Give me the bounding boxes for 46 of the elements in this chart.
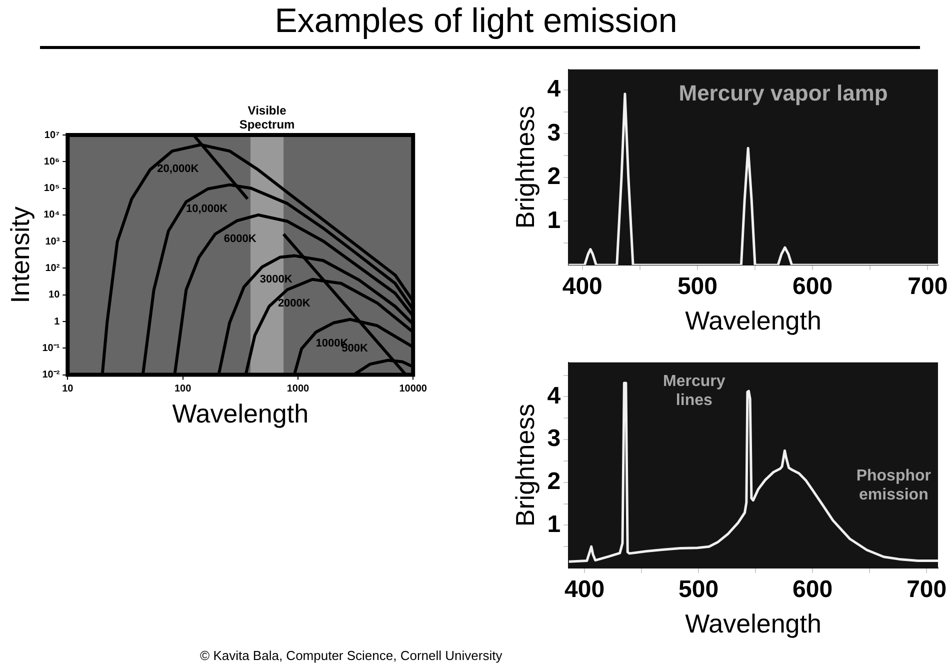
annotation: Mercury lines xyxy=(663,373,726,410)
text: © Kavita Bala, Computer Science, Cornell University xyxy=(200,648,502,663)
series-label: 10,000K xyxy=(186,202,228,215)
band-label: Visible Spectrum xyxy=(239,103,295,132)
x-tick-label: 100 xyxy=(174,384,192,395)
x-tick-label: 500 xyxy=(677,273,718,300)
x-tick-label: 10 xyxy=(62,384,74,395)
y-tick-label: 3 xyxy=(547,119,561,146)
y-tick-label: 2 xyxy=(547,468,561,495)
x-tick-label: 700 xyxy=(906,576,947,604)
y-axis-title: Brightness xyxy=(510,404,540,527)
series-label: 6000K xyxy=(224,232,256,245)
x-axis-title: Wavelength xyxy=(685,608,822,639)
text: Mercury vapor lamp xyxy=(678,80,888,106)
y-tick-label: 10⁶ xyxy=(44,156,60,168)
x-tick-label: 400 xyxy=(562,273,602,300)
y-tick-label: 1 xyxy=(547,206,561,234)
x-tick-label: 700 xyxy=(908,273,948,300)
series-label: 20,000K xyxy=(157,162,199,175)
y-tick-label: 10⁻¹ xyxy=(42,342,60,354)
series-label: 3000K xyxy=(260,274,292,286)
x-tick-label: 500 xyxy=(678,576,719,604)
y-tick-label: 10⁴ xyxy=(44,210,60,221)
y-axis-title: Brightness xyxy=(510,106,540,229)
y-tick-label: 10⁻² xyxy=(42,370,60,381)
y-tick-label: 4 xyxy=(547,76,562,103)
x-tick-label: 600 xyxy=(792,273,833,300)
y-tick-label: 1 xyxy=(547,510,561,538)
y-axis-title: Intensity xyxy=(4,206,35,304)
y-tick-label: 10³ xyxy=(45,236,60,248)
y-tick-label: 10² xyxy=(45,262,60,274)
x-tick-label: 400 xyxy=(564,576,605,604)
y-tick-label: 10⁷ xyxy=(44,130,60,141)
x-tick-label: 600 xyxy=(792,576,833,604)
y-tick-label: 1 xyxy=(54,316,60,328)
x-tick-label: 10000 xyxy=(399,384,428,395)
x-axis-title: Wavelength xyxy=(172,398,309,429)
y-tick-label: 3 xyxy=(547,425,561,452)
chart-title: Examples of light emission xyxy=(274,2,678,41)
series-label: 2000K xyxy=(278,297,310,310)
annotation: Phosphor emission xyxy=(856,468,931,504)
y-tick-label: 10⁵ xyxy=(44,183,60,194)
x-axis-title: Wavelength xyxy=(685,306,822,336)
y-tick-label: 2 xyxy=(547,163,561,190)
x-tick-label: 1000 xyxy=(286,384,310,395)
y-tick-label: 4 xyxy=(547,382,562,410)
